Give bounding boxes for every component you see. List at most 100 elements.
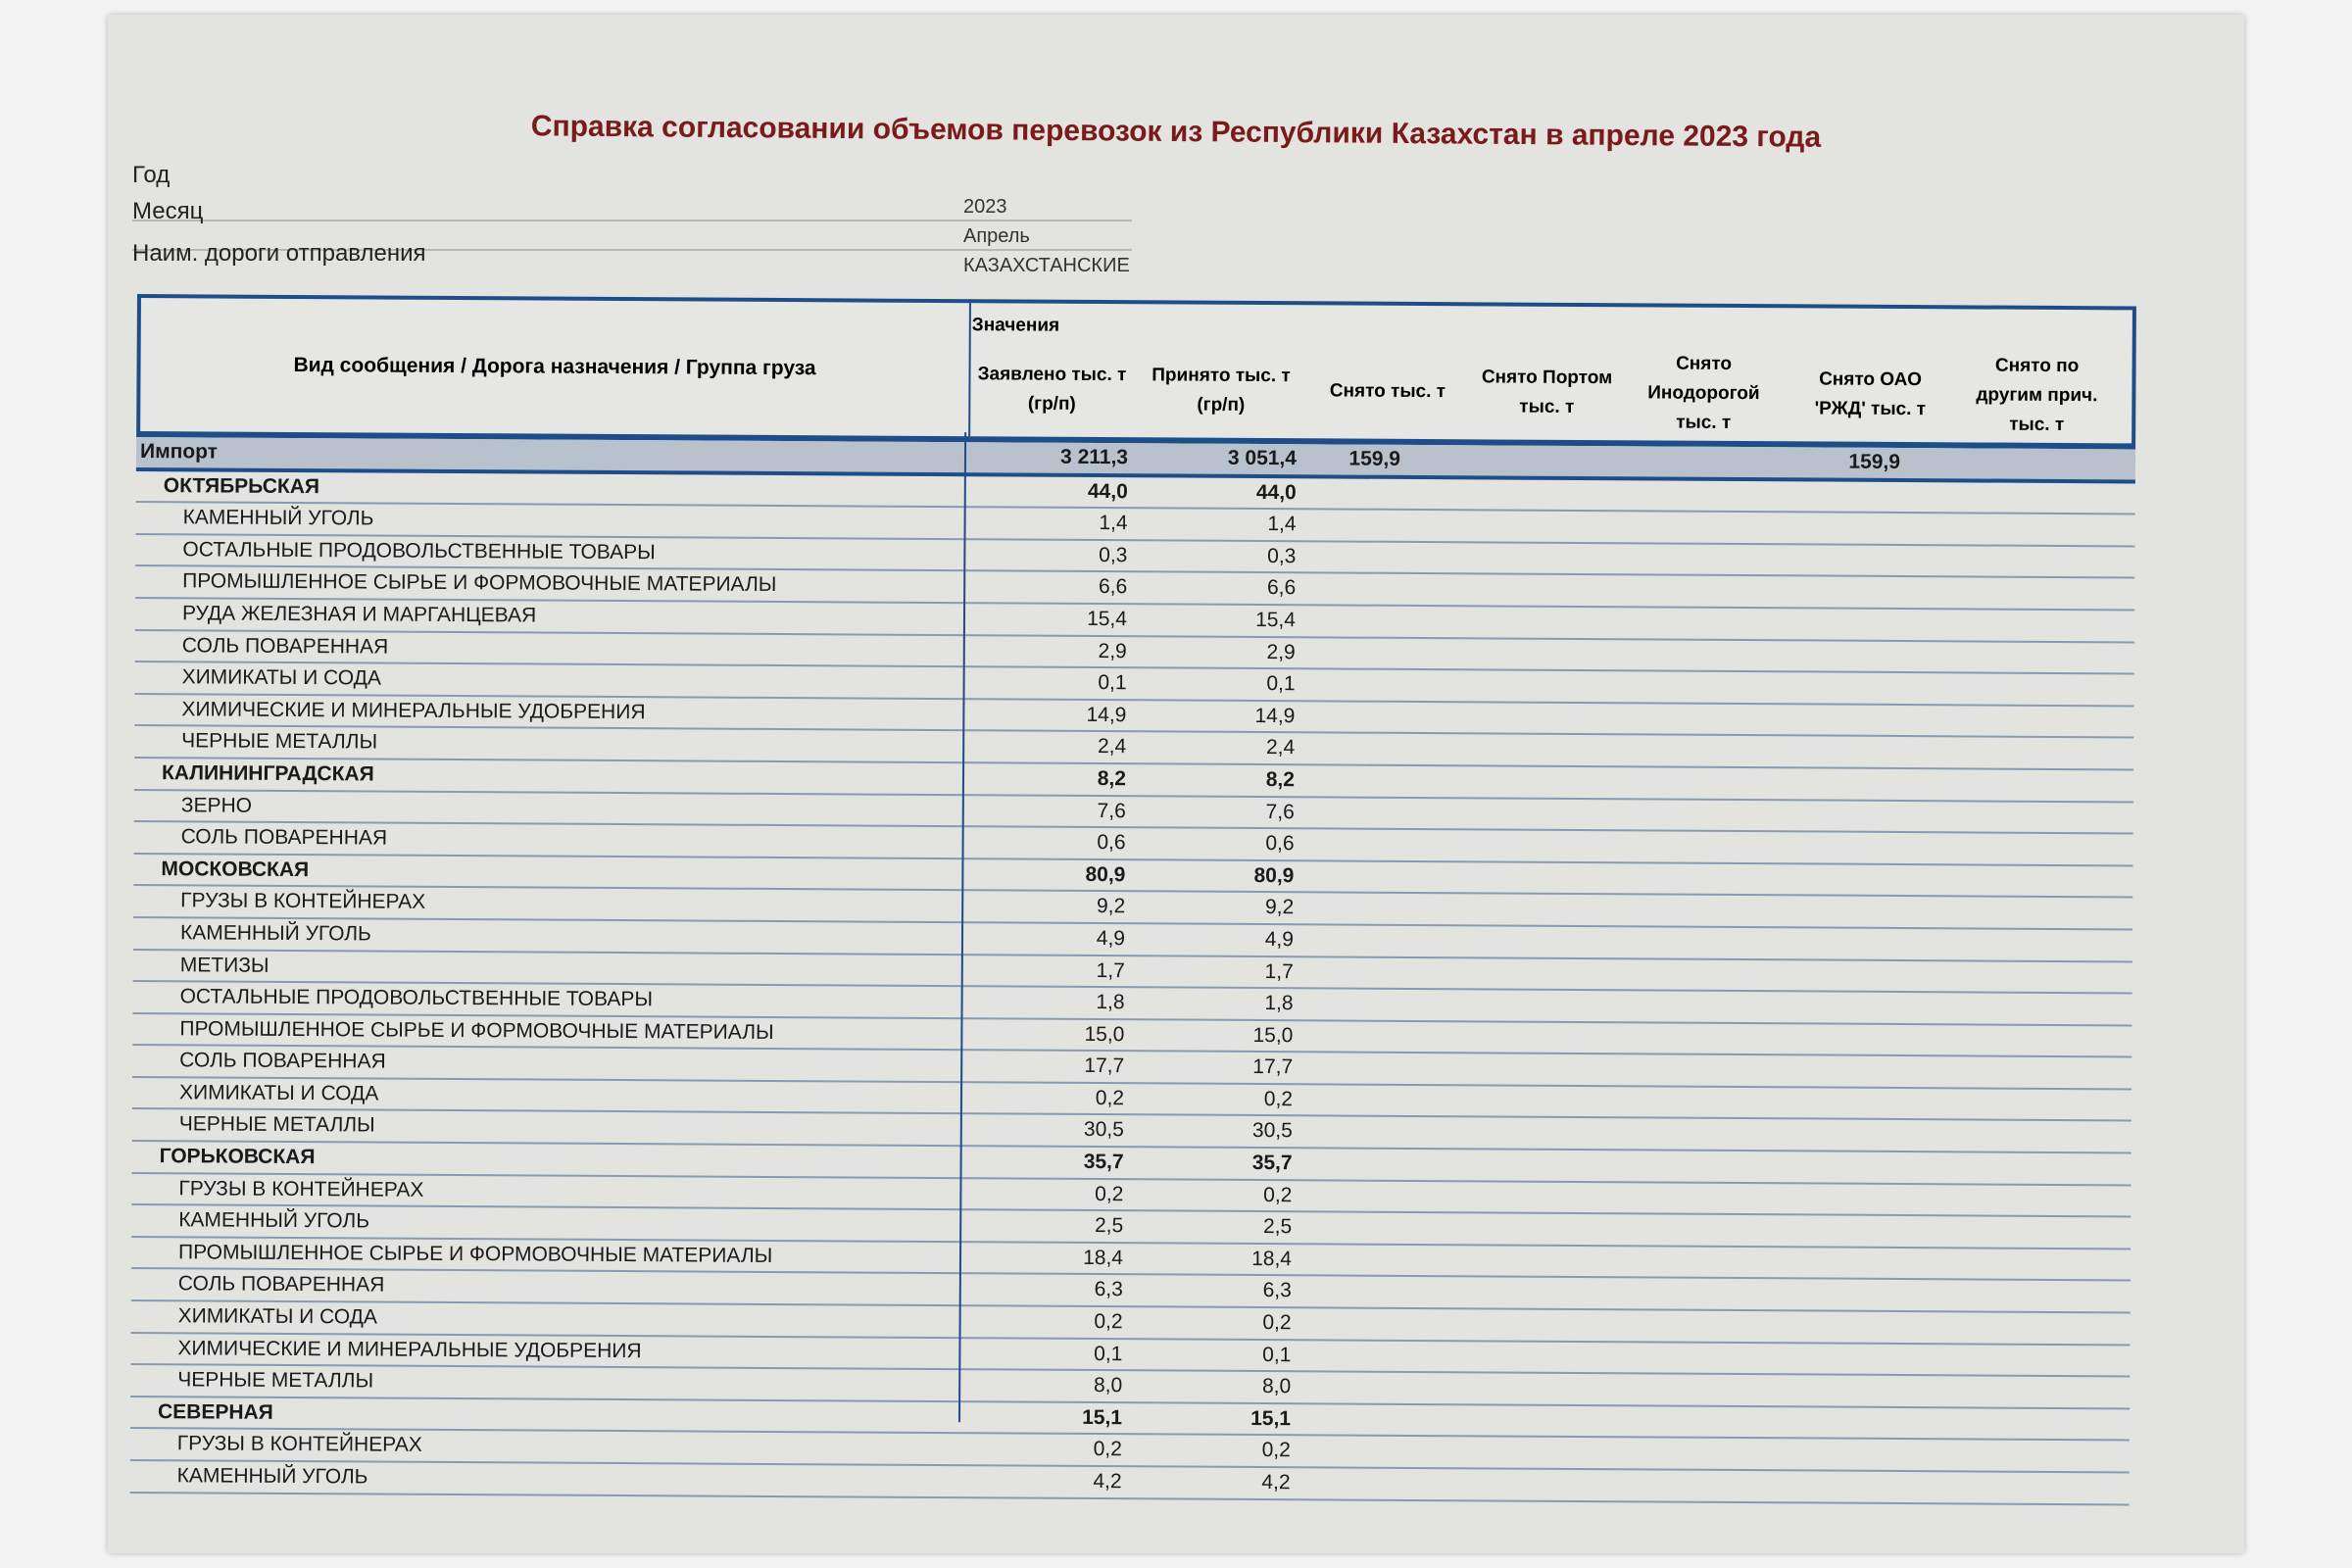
row-label: МЕТИЗЫ (179, 953, 270, 977)
document-page (108, 15, 2244, 1553)
cell-accepted: 7,6 (1265, 800, 1295, 823)
cell-accepted: 9,2 (1264, 896, 1295, 919)
meta-month-value: Апрель (963, 225, 1030, 247)
row-label: ЧЕРНЫЕ МЕТАЛЛЫ (178, 1112, 375, 1137)
cell-declared: 1,8 (1096, 991, 1125, 1014)
cell-declared: 30,5 (1083, 1118, 1124, 1142)
cell-declared: 3 211,3 (1060, 445, 1129, 469)
cell-declared: 15,1 (1082, 1405, 1123, 1429)
cell-accepted: 0,2 (1262, 1311, 1292, 1335)
row-label: ХИМИЧЕСКИЕ И МИНЕРАЛЬНЫЕ УДОБРЕНИЯ (181, 698, 646, 723)
cell-declared: 0,3 (1099, 543, 1128, 566)
cell-declared: 0,2 (1094, 1310, 1123, 1334)
meta-road-label: Наим. дороги отправления (132, 240, 426, 267)
cell-accepted: 6,3 (1262, 1279, 1292, 1302)
row-label: ПРОМЫШЛЕННОЕ СЫРЬЕ И ФОРМОВОЧНЫЕ МАТЕРИА… (182, 569, 777, 597)
row-label: ЗЕРНО (180, 793, 253, 817)
cell-accepted: 0,6 (1265, 832, 1295, 856)
column-header-accepted: Принято тыс. т (гр/п) (1152, 365, 1291, 416)
row-label: Импорт (139, 440, 219, 464)
cell-accepted: 2,4 (1265, 736, 1296, 760)
cell-accepted: 8,0 (1261, 1375, 1292, 1398)
cell-accepted: 0,3 (1267, 544, 1297, 568)
cell-declared: 6,6 (1098, 575, 1128, 599)
cell-other (1920, 451, 2067, 452)
cell-accepted: 18,4 (1251, 1247, 1293, 1271)
row-label: ОКТЯБРЬСКАЯ (163, 473, 320, 498)
cell-declared: 1,4 (1099, 512, 1128, 535)
cell-accepted: 30,5 (1251, 1119, 1293, 1143)
meta-road-value: КАЗАХСТАНСКИЕ (963, 255, 1130, 276)
row-label: ГОРЬКОВСКАЯ (159, 1145, 316, 1169)
cell-declared: 0,2 (1095, 1086, 1125, 1110)
row-label: КАМЕННЫЙ УГОЛЬ (178, 1208, 370, 1233)
row-label: ПРОМЫШЛЕННОЕ СЫРЬЕ И ФОРМОВОЧНЫЕ МАТЕРИА… (177, 1241, 773, 1267)
cell-declared: 8,2 (1097, 766, 1127, 791)
cell-accepted: 4,2 (1261, 1471, 1291, 1494)
row-label: КАМЕННЫЙ УГОЛЬ (182, 506, 374, 530)
cell-accepted: 1,7 (1264, 959, 1294, 983)
cell-accepted: 1,8 (1264, 992, 1294, 1015)
row-label: ПРОМЫШЛЕННОЕ СЫРЬЕ И ФОРМОВОЧНЫЕ МАТЕРИА… (179, 1016, 774, 1044)
row-label: ХИМИКАТЫ И СОДА (177, 1304, 377, 1329)
cell-declared: 4,2 (1093, 1469, 1122, 1494)
cell-accepted: 8,2 (1265, 767, 1296, 792)
table-body: Импорт 3 211,3 3 051,4 159,9 159,9 ОКТЯБРЬСКА… (129, 436, 2136, 1506)
column-header-removed-port: Снято Портом тыс. т (1481, 367, 1613, 417)
cell-accepted: 80,9 (1253, 863, 1295, 887)
row-label: КАМЕННЫЙ УГОЛЬ (176, 1464, 368, 1489)
cell-declared: 4,9 (1096, 926, 1126, 951)
cell-declared: 80,9 (1085, 862, 1126, 886)
row-label: ХИМИЧЕСКИЕ И МИНЕРАЛЬНЫЕ УДОБРЕНИЯ (177, 1336, 642, 1362)
cell-declared: 17,7 (1084, 1054, 1125, 1078)
row-label: ХИМИКАТЫ И СОДА (178, 1081, 379, 1105)
column-header-declared: Заявлено тыс. т (гр/п) (977, 364, 1127, 415)
cell-declared: 2,5 (1094, 1214, 1124, 1238)
row-label: СОЛЬ ПОВАРЕННАЯ (181, 633, 389, 659)
cell-declared: 18,4 (1083, 1246, 1124, 1270)
column-header-removed: Снято тыс. т (1329, 380, 1446, 403)
cell-declared: 15,0 (1084, 1022, 1125, 1046)
cell-accepted: 35,7 (1251, 1152, 1293, 1175)
row-label: ГРУЗЫ В КОНТЕЙНЕРАХ (178, 1176, 424, 1201)
cell-accepted: 0,2 (1261, 1439, 1291, 1462)
row-label: ГРУЗЫ В КОНТЕЙНЕРАХ (176, 1432, 422, 1457)
cell-declared: 0,6 (1097, 831, 1126, 855)
row-label: ОСТАЛЬНЫЕ ПРОДОВОЛЬСТВЕННЫЕ ТОВАРЫ (182, 538, 656, 564)
cell-accepted: 0,2 (1263, 1087, 1294, 1111)
cell-declared: 8,0 (1093, 1374, 1123, 1397)
cell-accepted: 15,0 (1252, 1023, 1294, 1047)
row-label: РУДА ЖЕЛЕЗНАЯ И МАРГАНЦЕВАЯ (181, 602, 537, 627)
values-group-header: Значения (971, 315, 1060, 336)
cell-removed: 159,9 (1348, 447, 1401, 470)
cell-declared: 0,1 (1098, 671, 1127, 695)
cell-declared: 1,7 (1096, 958, 1125, 982)
cell-accepted: 17,7 (1252, 1055, 1294, 1079)
row-label: КАМЕННЫЙ УГОЛЬ (179, 921, 371, 946)
meta-month-label: Месяц (132, 198, 204, 224)
cell-accepted: 1,4 (1267, 513, 1297, 536)
cargo-table: Вид сообщения / Дорога назначения / Груп… (129, 294, 2136, 1506)
cell-port (1420, 448, 1567, 449)
cell-accepted: 4,9 (1264, 927, 1295, 952)
row-label: ЧЕРНЫЕ МЕТАЛЛЫ (181, 729, 378, 754)
row-label: ХИМИКАТЫ И СОДА (181, 665, 381, 690)
divider (132, 220, 1132, 221)
meta-year-value: 2023 (963, 196, 1007, 218)
cell-accepted: 0,2 (1263, 1183, 1293, 1206)
row-label: КАЛИНИНГРАДСКАЯ (161, 761, 374, 786)
cell-declared: 15,4 (1087, 607, 1128, 631)
cell-foreign (1587, 449, 1734, 450)
meta-year-label: Год (132, 162, 171, 188)
cell-accepted: 44,0 (1255, 480, 1297, 504)
column-header-removed-other: Снято по другим прич. тыс. т (1976, 355, 2098, 436)
cell-accepted: 6,6 (1266, 576, 1297, 600)
column-header-removed-rzd: Снято ОАО 'РЖД' тыс. т (1814, 368, 1927, 420)
row-label: СОЛЬ ПОВАРЕННАЯ (180, 825, 388, 850)
cell-declared: 2,9 (1098, 639, 1127, 662)
row-label: МОСКОВСКАЯ (161, 857, 310, 881)
cell-accepted: 14,9 (1254, 704, 1296, 727)
cell-rzd: 159,9 (1848, 450, 1901, 473)
cell-declared: 0,2 (1095, 1182, 1124, 1205)
column-header-category: Вид сообщения / Дорога назначения / Груп… (140, 298, 971, 437)
